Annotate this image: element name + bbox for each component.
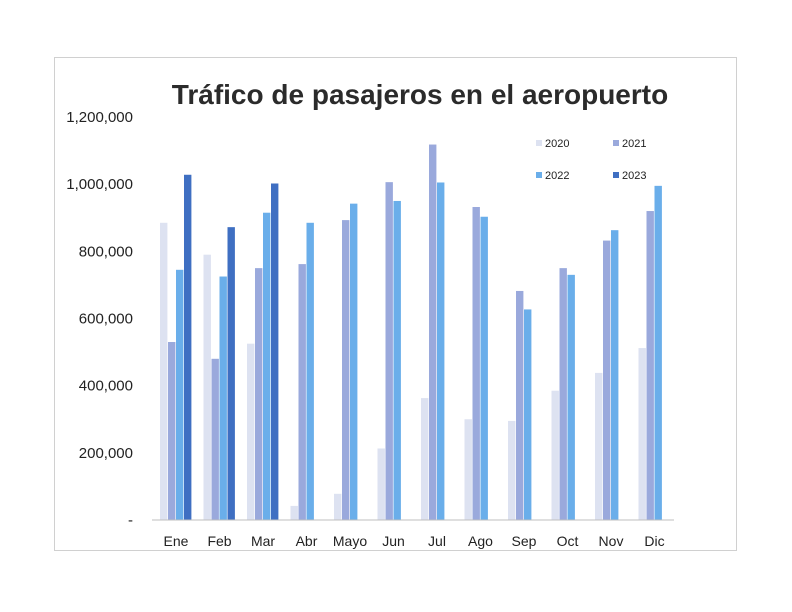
bar-2021-abr [298,264,306,520]
bar-2020-oct [551,390,559,520]
x-tick-label: Abr [296,533,318,549]
bar-2020-ene [160,222,168,520]
x-tick-label: Mar [251,533,275,549]
bar-2022-jun [393,200,401,521]
legend-item-2023: 2023 [613,170,646,182]
legend-swatch [536,172,542,178]
bar-2022-mar [263,212,271,520]
bar-2020-ago [464,419,472,520]
bar-2022-dic [654,185,662,521]
bar-2020-feb [203,254,211,521]
bar-2021-mayo [342,220,350,520]
bars [160,144,662,521]
x-tick-label: Sep [512,533,537,549]
bar-2021-ago [472,207,480,520]
y-tick-label: - [128,512,133,529]
bar-2020-dic [638,348,646,520]
x-tick-label: Dic [644,533,664,549]
chart-title: Tráfico de pasajeros en el aeropuerto [172,79,668,110]
bar-2022-ago [480,216,488,520]
bar-2020-abr [290,505,298,520]
x-tick-label: Ene [164,533,189,549]
bar-2022-oct [567,274,575,520]
bar-2020-nov [595,372,603,520]
y-axis: - 200,000 400,000 600,000 800,000 1,000,000 1,… [66,109,133,529]
bar-2022-nov [611,230,619,520]
legend-item-2020: 2020 [536,138,569,150]
legend-label: 2020 [545,138,569,150]
y-tick-label: 600,000 [79,311,133,328]
legend-swatch [613,140,619,146]
bar-2021-jun [385,182,393,520]
y-tick-label: 800,000 [79,243,133,260]
x-tick-label: Nov [599,533,624,549]
bar-2023-mar [271,183,279,520]
bar-2021-nov [603,240,611,520]
bar-2020-jun [377,448,385,520]
legend-swatch [536,140,542,146]
bar-2021-oct [559,268,567,520]
bar-2020-sep [508,420,516,520]
x-tick-label: Jul [428,533,446,549]
y-tick-label: 1,000,000 [66,176,133,193]
y-tick-label: 200,000 [79,445,133,462]
x-axis: Ene Feb Mar Abr Mayo Jun Jul Ago Sep Oct Nov Dic [164,533,665,549]
legend-item-2021: 2021 [613,138,646,150]
x-tick-label: Jun [382,533,405,549]
bar-2020-jul [421,398,429,520]
x-tick-label: Oct [557,533,579,549]
legend: 2020 2021 2022 2023 [536,138,646,182]
bar-2022-feb [219,276,227,520]
bar-2021-mar [255,268,263,520]
bar-2022-sep [524,309,532,520]
bar-2023-ene [184,174,192,520]
bar-2023-feb [227,227,235,521]
bar-2022-mayo [350,203,358,520]
legend-label: 2022 [545,170,569,182]
y-tick-label: 400,000 [79,378,133,395]
bar-2021-dic [646,211,654,521]
bar-2021-sep [516,290,524,520]
x-tick-label: Feb [207,533,231,549]
legend-swatch [613,172,619,178]
legend-item-2022: 2022 [536,170,569,182]
bar-2020-mayo [334,493,342,520]
x-tick-label: Mayo [333,533,367,549]
x-tick-label: Ago [468,533,493,549]
bar-2022-ene [176,269,184,520]
legend-label: 2021 [622,138,646,150]
bar-2022-jul [437,182,445,521]
bar-2021-jul [429,144,437,520]
legend-label: 2023 [622,170,646,182]
bar-2021-feb [211,358,219,520]
y-tick-label: 1,200,000 [66,109,133,126]
bar-2022-abr [306,222,314,520]
bar-2020-mar [247,343,255,520]
bar-2021-ene [168,342,176,520]
